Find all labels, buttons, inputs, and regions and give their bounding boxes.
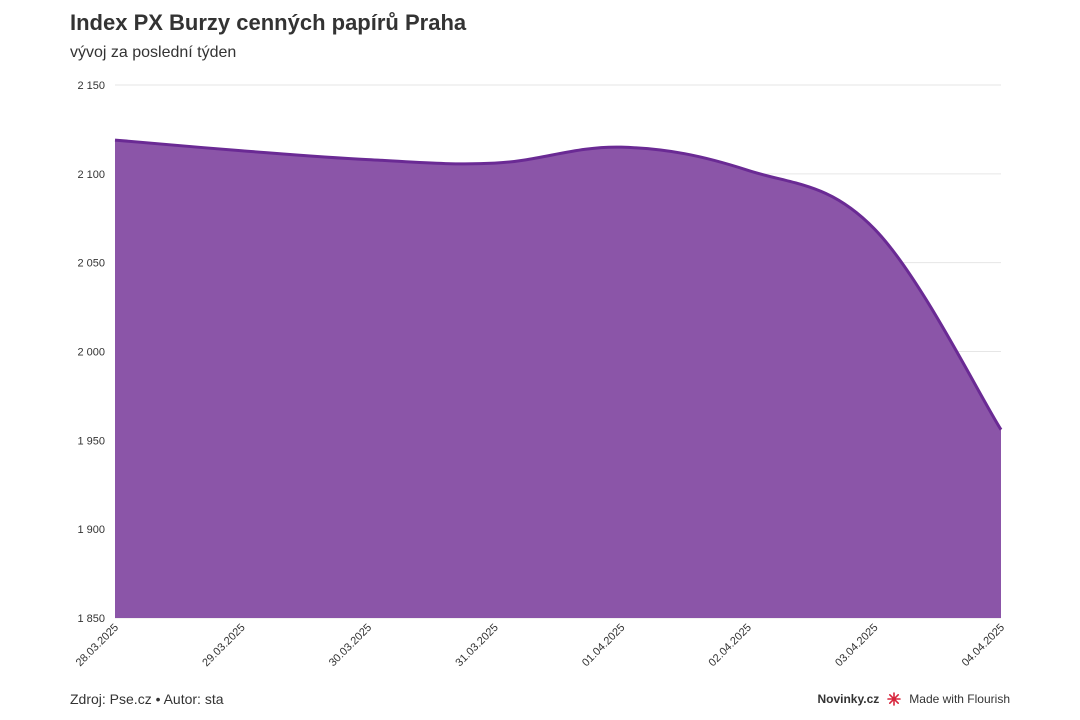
x-tick-label: 28.03.2025 bbox=[74, 622, 121, 669]
x-tick-label: 01.04.2025 bbox=[580, 622, 627, 669]
x-tick-label: 03.04.2025 bbox=[833, 622, 880, 669]
footer-branding: Novinky.cz Made with Flourish bbox=[817, 692, 1010, 706]
x-tick-label: 29.03.2025 bbox=[200, 622, 247, 669]
series-line bbox=[114, 138, 1003, 431]
y-tick-label: 2 100 bbox=[77, 169, 105, 181]
chart-title: Index PX Burzy cenných papírů Praha bbox=[70, 10, 467, 35]
x-tick-label: 04.04.2025 bbox=[960, 622, 1007, 669]
y-tick-label: 2 000 bbox=[77, 347, 105, 359]
y-axis: 1 850 1 900 1 950 2 000 2 050 2 100 2 150 bbox=[77, 80, 105, 625]
data-point[interactable] bbox=[109, 134, 121, 146]
y-tick-label: 1 900 bbox=[77, 524, 105, 536]
plot-area bbox=[109, 134, 1007, 618]
chart-subtitle: vývoj za poslední týden bbox=[70, 44, 237, 61]
data-point[interactable] bbox=[868, 223, 880, 235]
y-tick-label: 1 950 bbox=[77, 435, 105, 447]
series-area bbox=[115, 140, 1001, 618]
x-tick-label: 31.03.2025 bbox=[453, 622, 500, 669]
y-tick-label: 1 850 bbox=[77, 613, 105, 625]
flourish-burst-icon bbox=[887, 692, 902, 706]
x-axis: 28.03.2025 29.03.2025 30.03.2025 31.03.2025… bbox=[74, 622, 1007, 669]
x-tick-label: 02.04.2025 bbox=[707, 622, 754, 669]
data-point[interactable] bbox=[615, 141, 627, 153]
y-tick-label: 2 050 bbox=[77, 258, 105, 270]
x-tick-label: 30.03.2025 bbox=[327, 622, 374, 669]
data-point[interactable] bbox=[742, 164, 754, 176]
y-tick-label: 2 150 bbox=[77, 80, 105, 92]
made-with-flourish-link[interactable]: Made with Flourish bbox=[909, 692, 1010, 706]
data-point[interactable] bbox=[362, 154, 374, 166]
source-credit: Zdroj: Pse.cz • Autor: sta bbox=[70, 691, 224, 707]
data-point[interactable] bbox=[995, 424, 1007, 436]
brand-logo[interactable]: Novinky.cz bbox=[817, 692, 880, 706]
data-point[interactable] bbox=[489, 157, 501, 169]
data-point[interactable] bbox=[236, 145, 248, 157]
